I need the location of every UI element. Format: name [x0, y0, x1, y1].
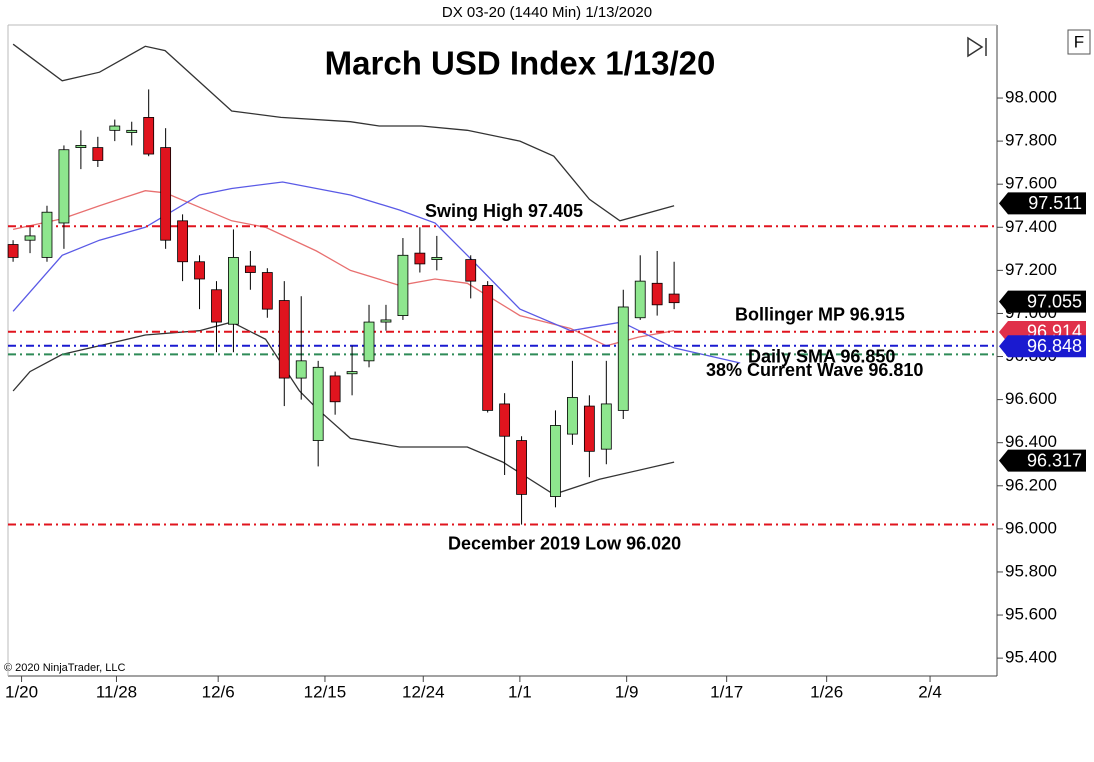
candle-body	[228, 257, 239, 325]
x-tick-label: 1/20	[5, 682, 38, 701]
y-tick-label: 95.600	[1005, 605, 1057, 624]
candle-body	[7, 244, 19, 258]
price-marker	[999, 290, 1086, 313]
price-marker	[999, 449, 1086, 472]
candle-body	[499, 403, 511, 437]
copyright: © 2020 NinjaTrader, LLC	[4, 662, 125, 674]
level-label: Swing High 97.405	[425, 201, 583, 221]
y-tick-label: 96.200	[1005, 475, 1057, 494]
candle-body	[143, 117, 155, 155]
candle-body	[600, 403, 612, 450]
candle-body	[346, 371, 358, 375]
scroll-icon[interactable]	[967, 36, 987, 58]
level-label: Bollinger MP 96.915	[735, 305, 905, 325]
candle-body	[75, 145, 87, 148]
svg-text:F: F	[1074, 32, 1084, 51]
candle-body	[550, 425, 561, 497]
y-tick-label: 96.000	[1005, 518, 1057, 537]
candle-body	[58, 149, 70, 224]
candle-body	[295, 360, 307, 379]
price-marker-label: 96.317	[1027, 450, 1082, 470]
candle-body	[24, 235, 36, 241]
indicator-line	[12, 181, 741, 364]
price-marker	[999, 335, 1086, 358]
y-tick-label: 97.400	[1005, 217, 1057, 236]
x-tick-label: 11/28	[96, 682, 137, 701]
candle-body	[363, 321, 375, 362]
price-marker-label: 97.055	[1027, 291, 1082, 311]
x-tick-label: 12/15	[304, 682, 347, 701]
candle-body	[651, 282, 663, 306]
y-tick-label: 98.000	[1005, 88, 1057, 107]
y-tick-label: 97.800	[1005, 131, 1057, 150]
chart-title: March USD Index 1/13/20	[325, 45, 716, 82]
indicator-line	[12, 43, 675, 222]
y-tick-label: 97.200	[1005, 260, 1057, 279]
candle-body	[244, 265, 256, 273]
y-tick-label: 95.400	[1005, 648, 1057, 667]
x-tick-label: 12/6	[202, 682, 235, 701]
y-tick-label: 96.600	[1005, 389, 1057, 408]
f-button[interactable]: F	[1067, 29, 1091, 55]
candle-body	[92, 147, 104, 161]
candle-body	[634, 280, 646, 319]
candle-body	[583, 405, 595, 452]
candle-body	[160, 147, 172, 241]
x-tick-label: 12/24	[402, 682, 445, 701]
price-marker-label: 97.511	[1028, 193, 1082, 213]
y-tick-label: 97.600	[1005, 174, 1057, 193]
level-label: December 2019 Low 96.020	[448, 533, 681, 553]
candle-body	[397, 254, 409, 317]
candle-body	[41, 211, 53, 258]
candle-body	[177, 220, 188, 263]
chart-header: DX 03-20 (1440 Min) 1/13/2020	[442, 4, 652, 21]
candle-body	[194, 261, 205, 280]
candle-body	[380, 319, 392, 323]
y-tick-label: 95.800	[1005, 561, 1057, 580]
x-tick-label: 2/4	[918, 682, 942, 701]
candle-body	[329, 375, 341, 403]
level-label: Daily SMA 96.850	[748, 347, 895, 367]
candle-body	[567, 397, 578, 435]
x-tick-label: 1/17	[710, 682, 743, 701]
x-tick-label: 1/1	[508, 682, 532, 701]
candle-body	[312, 366, 324, 441]
candle-body	[465, 259, 477, 282]
indicator-line	[12, 190, 675, 347]
price-marker-label: 96.848	[1027, 336, 1082, 356]
candle-body	[126, 129, 138, 133]
x-tick-label: 1/26	[810, 682, 843, 701]
price-marker	[999, 192, 1086, 215]
candle-body	[109, 125, 121, 131]
x-tick-label: 1/9	[615, 682, 639, 701]
level-label: 38% Current Wave 96.810	[706, 360, 923, 380]
candle-body	[278, 300, 290, 379]
candle-body	[211, 289, 222, 323]
candle-body	[414, 252, 426, 265]
candle-body	[431, 257, 443, 260]
y-tick-label: 96.400	[1005, 432, 1057, 451]
candle-body	[482, 285, 494, 411]
candle-body	[516, 440, 527, 495]
candle-body	[617, 306, 629, 411]
candle-body	[261, 272, 273, 310]
candle-body	[668, 293, 680, 304]
